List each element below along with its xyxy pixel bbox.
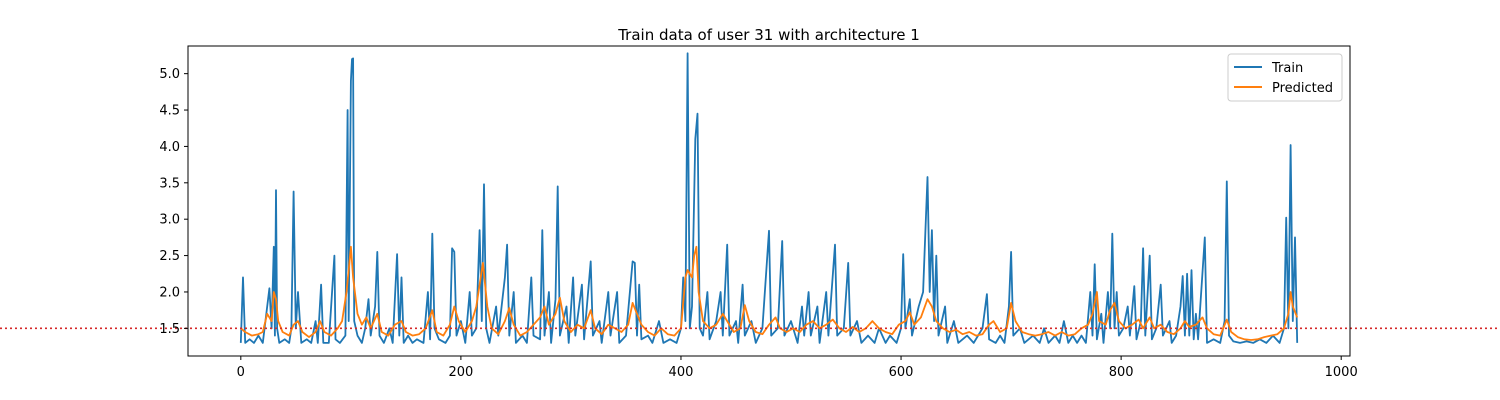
x-tick-label: 0 <box>237 365 245 380</box>
legend: Train Predicted <box>1227 53 1343 102</box>
y-tick-label: 3.0 <box>159 213 180 228</box>
series-line-predicted <box>240 245 1299 341</box>
legend-label-train: Train <box>1271 61 1303 76</box>
plot-area <box>0 45 1500 357</box>
legend-label-predicted: Predicted <box>1272 81 1333 96</box>
y-axis: 1.5 2.0 2.5 3.0 3.5 4.0 4.5 5.0 <box>159 67 188 337</box>
y-tick-label: 4.5 <box>159 104 180 119</box>
y-tick-label: 1.5 <box>159 322 180 337</box>
y-tick-label: 2.0 <box>159 285 180 300</box>
x-tick-label: 800 <box>1109 365 1134 380</box>
y-tick-label: 5.0 <box>159 67 180 82</box>
x-tick-label: 1000 <box>1325 365 1358 380</box>
x-axis: 0 200 400 600 800 1000 <box>237 356 1358 380</box>
plot-frame <box>187 45 1351 357</box>
x-tick-label: 600 <box>889 365 914 380</box>
y-tick-label: 3.5 <box>159 176 180 191</box>
chart-title: Train data of user 31 with architecture … <box>617 26 920 44</box>
y-tick-label: 4.0 <box>159 140 180 155</box>
series-line-train <box>239 52 1299 344</box>
x-tick-label: 400 <box>669 365 694 380</box>
y-tick-label: 2.5 <box>159 249 180 264</box>
x-tick-label: 200 <box>448 365 473 380</box>
legend-box <box>1227 53 1343 102</box>
